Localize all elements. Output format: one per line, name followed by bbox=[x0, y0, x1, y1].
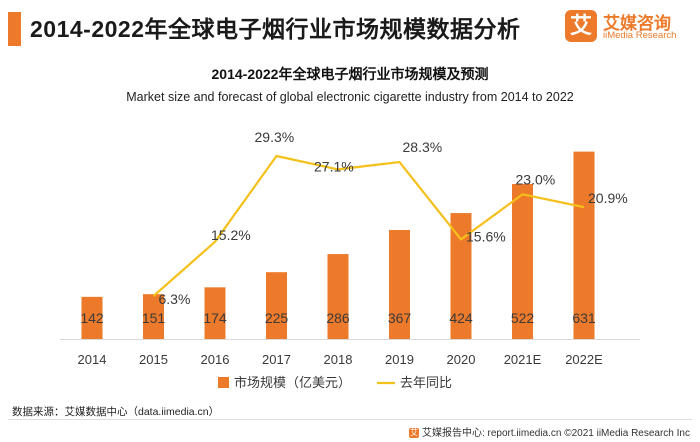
bar-2022E bbox=[573, 151, 595, 339]
footer-credit: 艾艾媒报告中心: report.iimedia.cn ©2021 iiMedia… bbox=[408, 424, 690, 439]
brand-logo: 艾 艾媒咨询 iiMedia Research bbox=[565, 8, 695, 48]
x-tick-label-2021E: 2021E bbox=[504, 352, 542, 367]
bar-value-label-2019: 367 bbox=[388, 310, 412, 326]
x-tick-label-2022E: 2022E bbox=[565, 352, 603, 367]
logo-name-cn: 艾媒咨询 bbox=[603, 14, 671, 33]
bar-2015 bbox=[143, 294, 164, 339]
bar-2014 bbox=[81, 296, 103, 339]
bar-2016 bbox=[204, 287, 226, 339]
x-tick-label-2015: 2015 bbox=[139, 352, 168, 367]
x-tick-label-2017: 2017 bbox=[262, 352, 291, 367]
line-value-label-2021E: 23.0% bbox=[516, 171, 556, 187]
x-tick-label-2018: 2018 bbox=[324, 352, 353, 367]
logo-name-en: iiMedia Research bbox=[603, 30, 677, 41]
x-tick-label-2016: 2016 bbox=[201, 352, 230, 367]
bar-2020 bbox=[450, 213, 472, 339]
footer-text: 艾媒报告中心: report.iimedia.cn ©2021 iiMedia … bbox=[421, 428, 690, 439]
legend-bar-label: 市场规模（亿美元） bbox=[234, 375, 351, 390]
line-value-label-2020: 15.6% bbox=[466, 228, 506, 244]
bar-value-label-2021E: 522 bbox=[511, 310, 535, 326]
x-tick-label-2020: 2020 bbox=[447, 352, 476, 367]
footer-divider bbox=[8, 419, 692, 420]
bar-value-label-2017: 225 bbox=[265, 310, 289, 326]
bar-value-label-2014: 142 bbox=[80, 310, 104, 326]
x-tick-label-2014: 2014 bbox=[78, 352, 107, 367]
bar-value-label-2016: 174 bbox=[203, 310, 227, 326]
legend-line-label: 去年同比 bbox=[400, 375, 452, 390]
line-value-label-2017: 29.3% bbox=[255, 129, 295, 145]
page-title: 2014-2022年全球电子烟行业市场规模数据分析 bbox=[30, 16, 521, 42]
title-accent-bar bbox=[8, 12, 21, 46]
data-source: 数据来源：艾媒数据中心（data.iimedia.cn） bbox=[12, 406, 220, 418]
footer-logo-icon: 艾 bbox=[408, 428, 419, 439]
bar-value-label-2022E: 631 bbox=[572, 310, 596, 326]
bar-2021E bbox=[512, 183, 533, 339]
bar-value-label-2015: 151 bbox=[142, 310, 166, 326]
bar-value-label-2018: 286 bbox=[326, 310, 350, 326]
bar-2018 bbox=[327, 254, 349, 339]
bar-2017 bbox=[266, 272, 287, 339]
bar-2019 bbox=[389, 230, 410, 339]
line-value-label-2018: 27.1% bbox=[314, 158, 354, 174]
x-tick-label-2019: 2019 bbox=[385, 352, 414, 367]
line-value-label-2019: 28.3% bbox=[403, 139, 443, 155]
line-yoy-growth bbox=[152, 154, 585, 297]
line-value-label-2015: 6.3% bbox=[159, 291, 191, 307]
legend-bar-swatch bbox=[218, 377, 229, 388]
logo-mark-icon: 艾 bbox=[565, 10, 597, 42]
bar-value-label-2020: 424 bbox=[449, 310, 473, 326]
line-value-label-2016: 15.2% bbox=[211, 227, 251, 243]
chart-title: 2014-2022年全球电子烟行业市场规模及预测 bbox=[211, 66, 489, 82]
line-value-label-2022E: 20.9% bbox=[588, 190, 628, 206]
chart-subtitle: Market size and forecast of global elect… bbox=[126, 90, 574, 104]
